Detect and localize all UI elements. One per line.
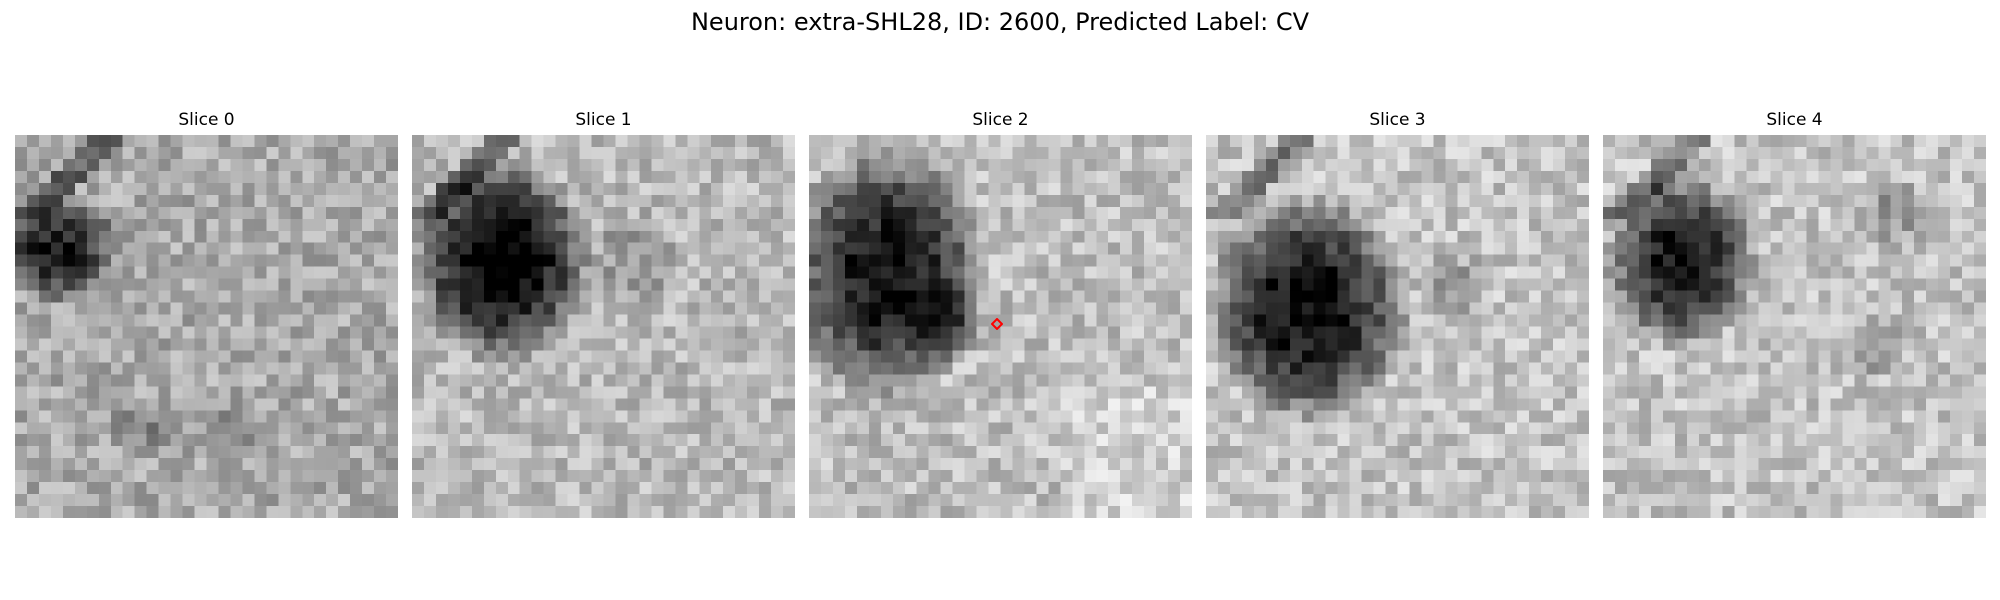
slice-title-0: Slice 0 (178, 110, 235, 130)
slice-panel-4: Slice 4 (1603, 108, 1986, 518)
slice-title-4: Slice 4 (1766, 110, 1823, 130)
slice-image-1 (412, 135, 795, 518)
slice-panel-1: Slice 1 (412, 108, 795, 518)
slice-panel-3: Slice 3 (1206, 108, 1589, 518)
slice-image-3 (1206, 135, 1589, 518)
slice-title-2: Slice 2 (972, 110, 1029, 130)
slice-image-0 (15, 135, 398, 518)
slice-title-1: Slice 1 (575, 110, 632, 130)
slice-image-2 (809, 135, 1192, 518)
figure-title: Neuron: extra-SHL28, ID: 2600, Predicted… (690, 8, 1310, 36)
slice-panel-0: Slice 0 (15, 108, 398, 518)
slice-panel-2: Slice 2 (809, 108, 1192, 518)
slice-image-4 (1603, 135, 1986, 518)
slice-title-3: Slice 3 (1369, 110, 1426, 130)
